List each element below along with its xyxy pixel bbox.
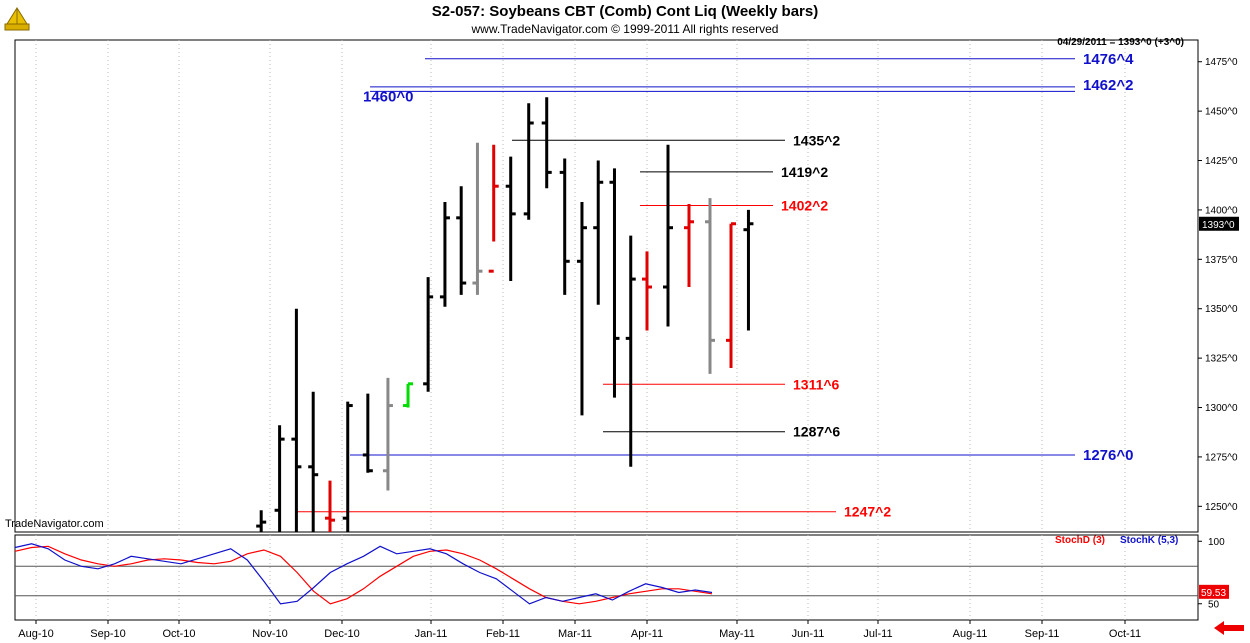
stoch-last-label: 59.53 xyxy=(1201,588,1226,599)
month-label: Sep-11 xyxy=(1025,628,1060,640)
price-levels: 1476^4 1462^2 1460^0 1435^2 1419^2 1402^2 1311… xyxy=(297,51,1134,520)
ohlc-bar xyxy=(593,160,604,305)
price-tick-label: 1350^0 xyxy=(1205,304,1238,315)
price-tick-label: 1300^0 xyxy=(1205,403,1238,414)
chart-title: S2-057: Soybeans CBT (Comb) Cont Liq (We… xyxy=(431,3,819,20)
ohlc-bar xyxy=(308,391,319,532)
ohlc-bar xyxy=(663,144,673,327)
tradenavigator-logo-icon[interactable] xyxy=(4,4,30,37)
ohlc-bar xyxy=(256,510,267,532)
level-label: 1460^0 xyxy=(363,88,413,105)
level-label: 1276^0 xyxy=(1083,447,1133,464)
price-bars xyxy=(256,97,754,532)
price-tick-label: 1250^0 xyxy=(1205,502,1238,513)
price-tick-label: 1425^0 xyxy=(1205,156,1238,167)
month-label: Feb-11 xyxy=(486,628,520,640)
ohlc-bar xyxy=(576,202,587,416)
level-label: 1402^2 xyxy=(781,197,828,213)
level-label: 1247^2 xyxy=(844,504,891,520)
ohlc-bar xyxy=(642,251,652,331)
month-label: Sep-10 xyxy=(90,628,125,640)
month-label: Mar-11 xyxy=(558,628,592,640)
level-label: 1287^6 xyxy=(793,424,840,440)
ohlc-bar xyxy=(403,382,414,408)
price-tick-label: 1450^0 xyxy=(1205,107,1238,118)
ohlc-bar xyxy=(342,401,353,532)
month-label: Oct-10 xyxy=(162,628,195,640)
month-label: Aug-10 xyxy=(18,628,53,640)
ohlc-bar xyxy=(325,480,335,532)
ohlc-bar xyxy=(488,144,499,273)
ohlc-bar xyxy=(609,168,620,398)
stoch-series-line xyxy=(14,543,713,605)
level-label: 1435^2 xyxy=(793,132,840,148)
price-tick-label: 1325^0 xyxy=(1205,354,1238,365)
price-tick-label: 1275^0 xyxy=(1205,452,1238,463)
ohlc-bar xyxy=(559,158,570,295)
ohlc-bar xyxy=(743,209,754,331)
watermark: TradeNavigator.com xyxy=(5,518,104,530)
stoch-last-tag xyxy=(1199,584,1229,599)
axes: Aug-10 Sep-10 Oct-10 Nov-10 Dec-10 Jan-11 Feb-… xyxy=(18,57,1239,640)
ohlc-bar xyxy=(382,377,393,491)
level-label: 1311^6 xyxy=(793,376,840,392)
stochastic-pane: StochD (3) StochK (5,3) xyxy=(14,535,1198,605)
level-label: 1462^2 xyxy=(1083,77,1133,94)
price-tick-label: 1375^0 xyxy=(1205,255,1238,266)
legend-stochd: StochD (3) xyxy=(1055,535,1105,546)
grid-lines xyxy=(14,39,1199,621)
price-tick-label: 1400^0 xyxy=(1205,205,1238,216)
level-label: 1476^4 xyxy=(1083,51,1134,68)
ohlc-bar xyxy=(291,308,302,532)
ohlc-bar xyxy=(705,198,715,374)
stoch-tick-label: 50 xyxy=(1208,599,1220,610)
ohlc-bar xyxy=(625,235,636,467)
ohlc-bar xyxy=(684,204,694,287)
price-pane-frame xyxy=(14,39,1199,533)
last-price-stamp: 04/29/2011 = 1393^0 (+3^0) xyxy=(1057,37,1184,48)
ohlc-bar xyxy=(523,103,534,220)
stoch-pane-frame xyxy=(14,534,1199,621)
scroll-left-arrow-icon[interactable] xyxy=(1212,619,1246,642)
stoch-tick-label: 100 xyxy=(1208,537,1225,548)
chart-subtitle: www.TradeNavigator.com © 1999-2011 All r… xyxy=(471,22,779,36)
ohlc-bar xyxy=(456,186,467,295)
month-label: Jan-11 xyxy=(415,628,448,640)
ohlc-bar xyxy=(472,142,483,295)
level-label: 1419^2 xyxy=(781,164,828,180)
month-label: Jul-11 xyxy=(863,628,892,640)
month-label: Oct-11 xyxy=(1109,628,1141,640)
legend-stochk: StochK (5,3) xyxy=(1120,535,1178,546)
ohlc-bar xyxy=(505,156,516,282)
ohlc-bar xyxy=(362,393,373,473)
stoch-series-line xyxy=(14,545,713,605)
last-price-label: 1393^0 xyxy=(1202,220,1235,231)
month-label: Apr-11 xyxy=(631,628,663,640)
month-label: May-11 xyxy=(719,628,755,640)
ohlc-bar xyxy=(274,425,285,532)
price-tick-label: 1475^0 xyxy=(1205,57,1238,68)
month-label: Aug-11 xyxy=(953,628,988,640)
last-price-tag xyxy=(1199,216,1239,231)
ohlc-bar xyxy=(726,222,736,368)
month-label: Dec-10 xyxy=(324,628,359,640)
month-label: Nov-10 xyxy=(252,628,287,640)
month-label: Jun-11 xyxy=(792,628,825,640)
ohlc-bar xyxy=(541,97,552,189)
ohlc-bar xyxy=(423,277,434,392)
ohlc-bar xyxy=(439,202,450,307)
